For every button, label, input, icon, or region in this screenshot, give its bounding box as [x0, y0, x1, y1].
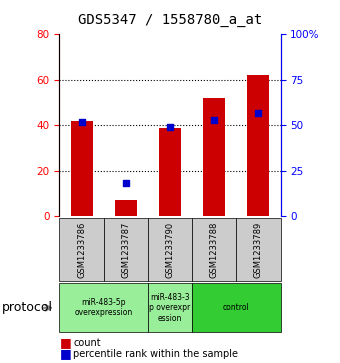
Bar [247, 75, 269, 216]
Text: GSM1233787: GSM1233787 [121, 221, 130, 278]
Point [256, 110, 261, 115]
Text: ■: ■ [59, 347, 71, 360]
Text: GSM1233788: GSM1233788 [210, 221, 219, 278]
Text: GSM1233789: GSM1233789 [254, 221, 263, 278]
Text: percentile rank within the sample: percentile rank within the sample [73, 349, 238, 359]
Point [123, 180, 129, 186]
Text: GDS5347 / 1558780_a_at: GDS5347 / 1558780_a_at [78, 13, 262, 27]
Point [79, 119, 84, 125]
Bar [159, 127, 181, 216]
Text: ■: ■ [59, 337, 71, 350]
Text: miR-483-5p
overexpression: miR-483-5p overexpression [74, 298, 133, 317]
Text: control: control [223, 303, 250, 312]
Bar [71, 121, 92, 216]
Point [167, 124, 173, 130]
Point [211, 117, 217, 123]
Bar [203, 98, 225, 216]
Text: GSM1233790: GSM1233790 [166, 221, 174, 278]
Text: miR-483-3
p overexpr
ession: miR-483-3 p overexpr ession [149, 293, 191, 323]
Text: GSM1233786: GSM1233786 [77, 221, 86, 278]
Text: count: count [73, 338, 101, 348]
Text: protocol: protocol [2, 301, 53, 314]
Bar [115, 200, 137, 216]
